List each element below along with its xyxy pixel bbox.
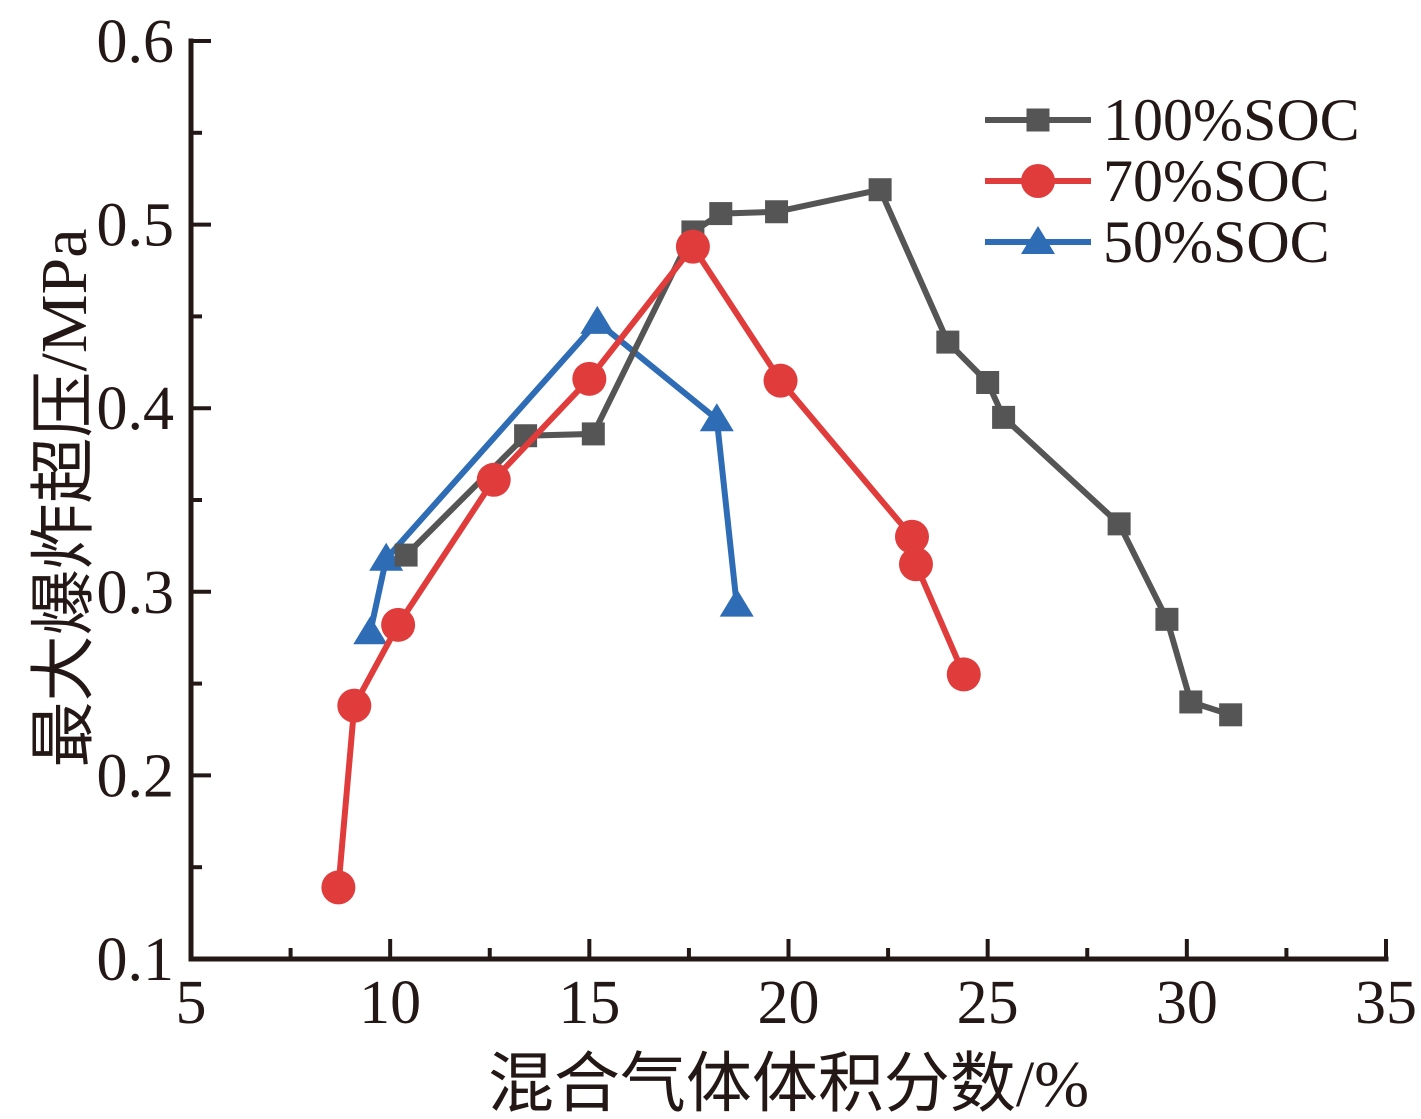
legend-label: 100%SOC (1103, 87, 1360, 153)
series-50%SOC (353, 305, 754, 645)
circle-marker (763, 363, 798, 398)
square-marker (1026, 108, 1050, 132)
series-line (403, 186, 1232, 718)
series-70%SOC (321, 229, 981, 905)
triangle-marker (580, 305, 615, 334)
square-marker (1155, 607, 1179, 631)
square-marker (1107, 512, 1131, 536)
x-tick-label: 5 (176, 969, 207, 1037)
legend-circle-marker-icon (985, 164, 1091, 198)
square-marker (936, 330, 960, 354)
legend-item-100soc: 100%SOC (983, 90, 1360, 150)
legend-label: 50%SOC (1103, 209, 1330, 275)
triangle-marker (353, 616, 388, 645)
circle-marker (572, 361, 607, 396)
x-tick-label: 30 (1156, 969, 1218, 1037)
square-marker (709, 202, 733, 226)
circle-marker (476, 462, 511, 497)
square-marker (868, 178, 892, 202)
x-tick-label: 25 (957, 969, 1019, 1037)
x-tick-label: 35 (1355, 969, 1417, 1037)
y-tick-label: 0.6 (97, 8, 175, 76)
x-tick-label: 10 (359, 969, 421, 1037)
square-marker (992, 405, 1016, 429)
square-marker (581, 422, 605, 446)
square-marker (1179, 690, 1203, 714)
circle-marker (381, 607, 416, 642)
triangle-marker (719, 588, 754, 617)
legend-label: 70%SOC (1103, 148, 1330, 214)
series-100%SOC (394, 178, 1243, 727)
legend-square-marker-icon (985, 108, 1091, 132)
y-tick-label: 0.1 (97, 926, 175, 994)
circle-marker (337, 688, 372, 723)
square-marker (1219, 703, 1243, 727)
y-tick-label: 0.5 (97, 192, 175, 260)
circle-marker (898, 547, 933, 582)
x-axis-title: 混合气体体积分数/% (487, 1048, 1090, 1119)
x-tick-label: 20 (758, 969, 820, 1037)
triangle-marker (1021, 226, 1055, 254)
legend: 100%SOC 70%SOC 50%SOC (983, 90, 1360, 281)
y-axis-title: 最大爆炸超压/MPa (28, 228, 101, 768)
circle-marker (946, 657, 981, 692)
y-tick-label: 0.4 (97, 375, 175, 443)
square-marker (976, 370, 1000, 394)
circle-marker (894, 519, 929, 554)
circle-marker (321, 870, 356, 905)
legend-item-70soc: 70%SOC (983, 151, 1360, 211)
y-tick-label: 0.3 (97, 559, 175, 627)
legend-item-50soc: 50%SOC (983, 212, 1360, 272)
y-tick-label: 0.2 (97, 742, 175, 810)
circle-marker (1021, 164, 1055, 198)
triangle-marker (699, 403, 734, 432)
square-marker (394, 543, 418, 567)
x-tick-label: 15 (558, 969, 620, 1037)
circle-marker (675, 229, 710, 264)
legend-triangle-marker-icon (985, 226, 1091, 254)
square-marker (765, 200, 789, 224)
series-line (335, 241, 967, 888)
